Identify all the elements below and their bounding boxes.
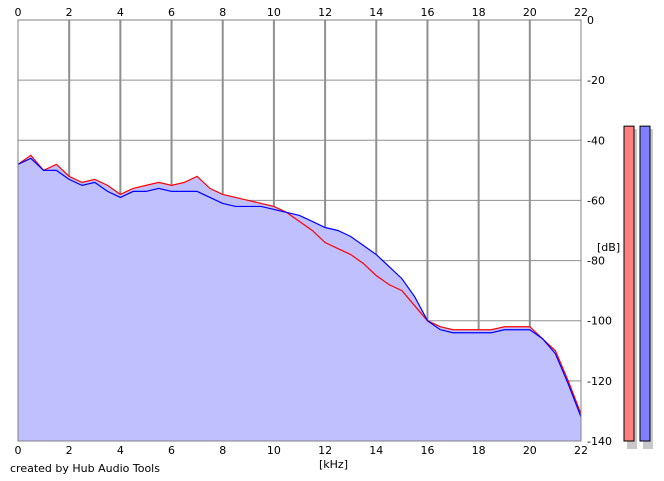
x-tick-top-0: 0 bbox=[15, 6, 22, 19]
y-tick-2: -40 bbox=[587, 134, 605, 147]
x-tick-top-11: 22 bbox=[574, 6, 588, 19]
y-tick-6: -120 bbox=[587, 375, 612, 388]
x-tick-bottom-0: 0 bbox=[15, 444, 22, 457]
x-tick-top-10: 20 bbox=[523, 6, 537, 19]
x-axis-label: [kHz] bbox=[319, 458, 348, 471]
y-tick-4: -80 bbox=[587, 255, 605, 268]
credit-text: created by Hub Audio Tools bbox=[10, 462, 160, 475]
x-tick-bottom-5: 10 bbox=[267, 444, 281, 457]
x-tick-top-3: 6 bbox=[168, 6, 175, 19]
x-tick-top-6: 12 bbox=[318, 6, 332, 19]
x-tick-bottom-9: 18 bbox=[472, 444, 486, 457]
x-tick-bottom-10: 20 bbox=[523, 444, 537, 457]
x-tick-bottom-2: 4 bbox=[117, 444, 124, 457]
spectrum-fill bbox=[18, 155, 581, 442]
y-tick-labels: 0 -20 -40 -60 -80 -100 -120 -140 bbox=[587, 14, 612, 448]
x-tick-labels-bottom: 0 2 4 6 8 10 12 14 16 18 20 22 bbox=[15, 444, 589, 457]
y-tick-0: 0 bbox=[587, 14, 594, 27]
x-tick-bottom-3: 6 bbox=[168, 444, 175, 457]
x-tick-bottom-4: 8 bbox=[219, 444, 226, 457]
series-line-0 bbox=[17, 154, 582, 415]
x-tick-top-7: 14 bbox=[369, 6, 383, 19]
level-meter-1 bbox=[639, 125, 651, 442]
x-tick-bottom-1: 2 bbox=[66, 444, 73, 457]
y-tick-3: -60 bbox=[587, 194, 605, 207]
x-tick-labels-top: 0 2 4 6 8 10 12 14 16 18 20 22 bbox=[15, 6, 589, 19]
x-tick-top-1: 2 bbox=[66, 6, 73, 19]
x-tick-top-4: 8 bbox=[219, 6, 226, 19]
x-tick-top-9: 18 bbox=[472, 6, 486, 19]
x-tick-top-8: 16 bbox=[420, 6, 434, 19]
y-axis-label: [dB] bbox=[597, 241, 620, 254]
y-tick-1: -20 bbox=[587, 74, 605, 87]
x-tick-top-2: 4 bbox=[117, 6, 124, 19]
x-tick-bottom-11: 22 bbox=[574, 444, 588, 457]
x-tick-bottom-8: 16 bbox=[420, 444, 434, 457]
plot-frame bbox=[17, 19, 582, 442]
y-tick-5: -100 bbox=[587, 315, 612, 328]
series-line-1 bbox=[17, 157, 582, 418]
level-meters bbox=[623, 125, 653, 449]
x-tick-bottom-7: 14 bbox=[369, 444, 383, 457]
y-tick-7: -140 bbox=[587, 435, 612, 448]
spectrum-series bbox=[17, 154, 582, 418]
x-tick-bottom-6: 12 bbox=[318, 444, 332, 457]
x-tick-top-5: 10 bbox=[267, 6, 281, 19]
level-meter-0 bbox=[623, 125, 635, 442]
